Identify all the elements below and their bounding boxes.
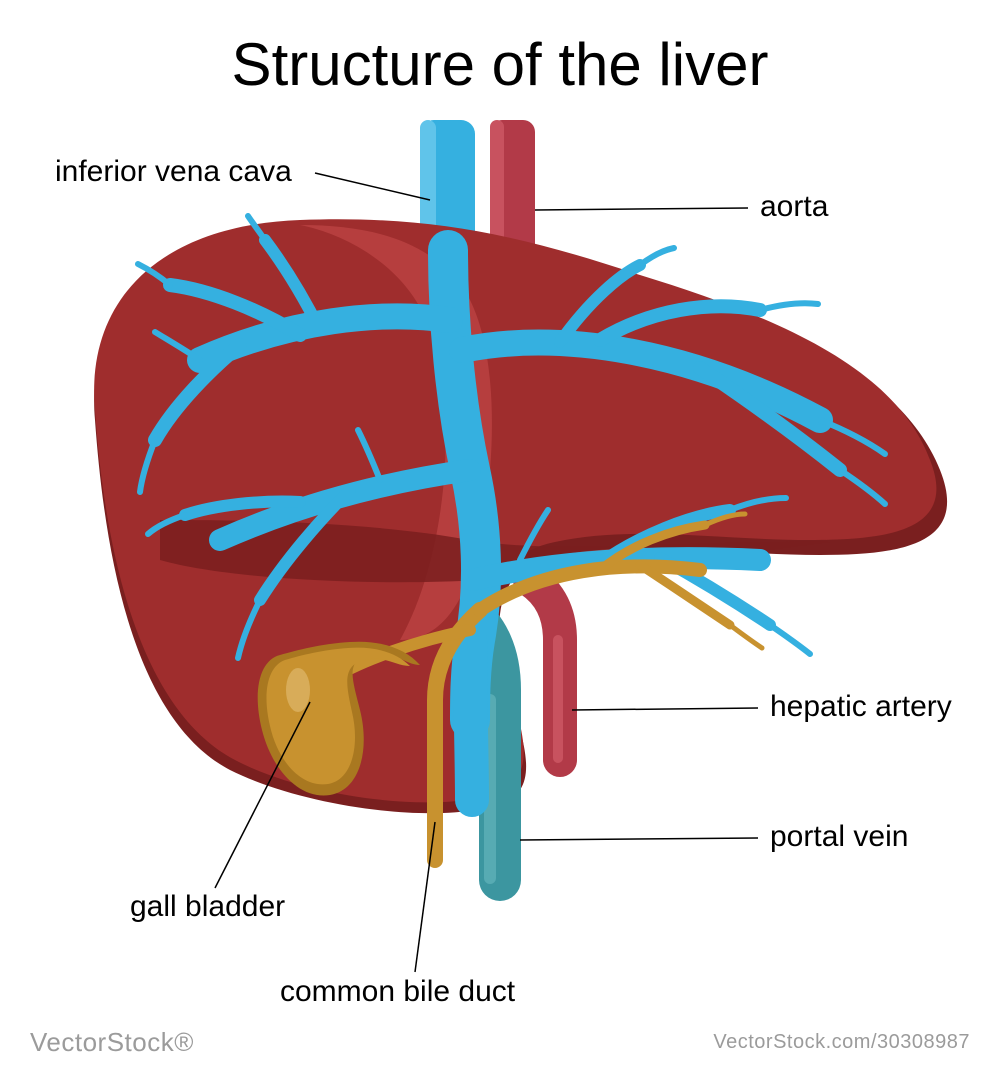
hepatic-artery: [530, 580, 560, 760]
watermark-right: VectorStock.com/30308987: [713, 1031, 970, 1054]
label-aorta: aorta: [760, 190, 828, 224]
label-ivc: inferior vena cava: [55, 155, 292, 189]
label-hepatic: hepatic artery: [770, 690, 952, 724]
label-portal: portal vein: [770, 820, 908, 854]
label-bile: common bile duct: [280, 975, 515, 1009]
label-gall: gall bladder: [130, 890, 285, 924]
watermark-main: VectorStock®: [30, 1027, 194, 1058]
